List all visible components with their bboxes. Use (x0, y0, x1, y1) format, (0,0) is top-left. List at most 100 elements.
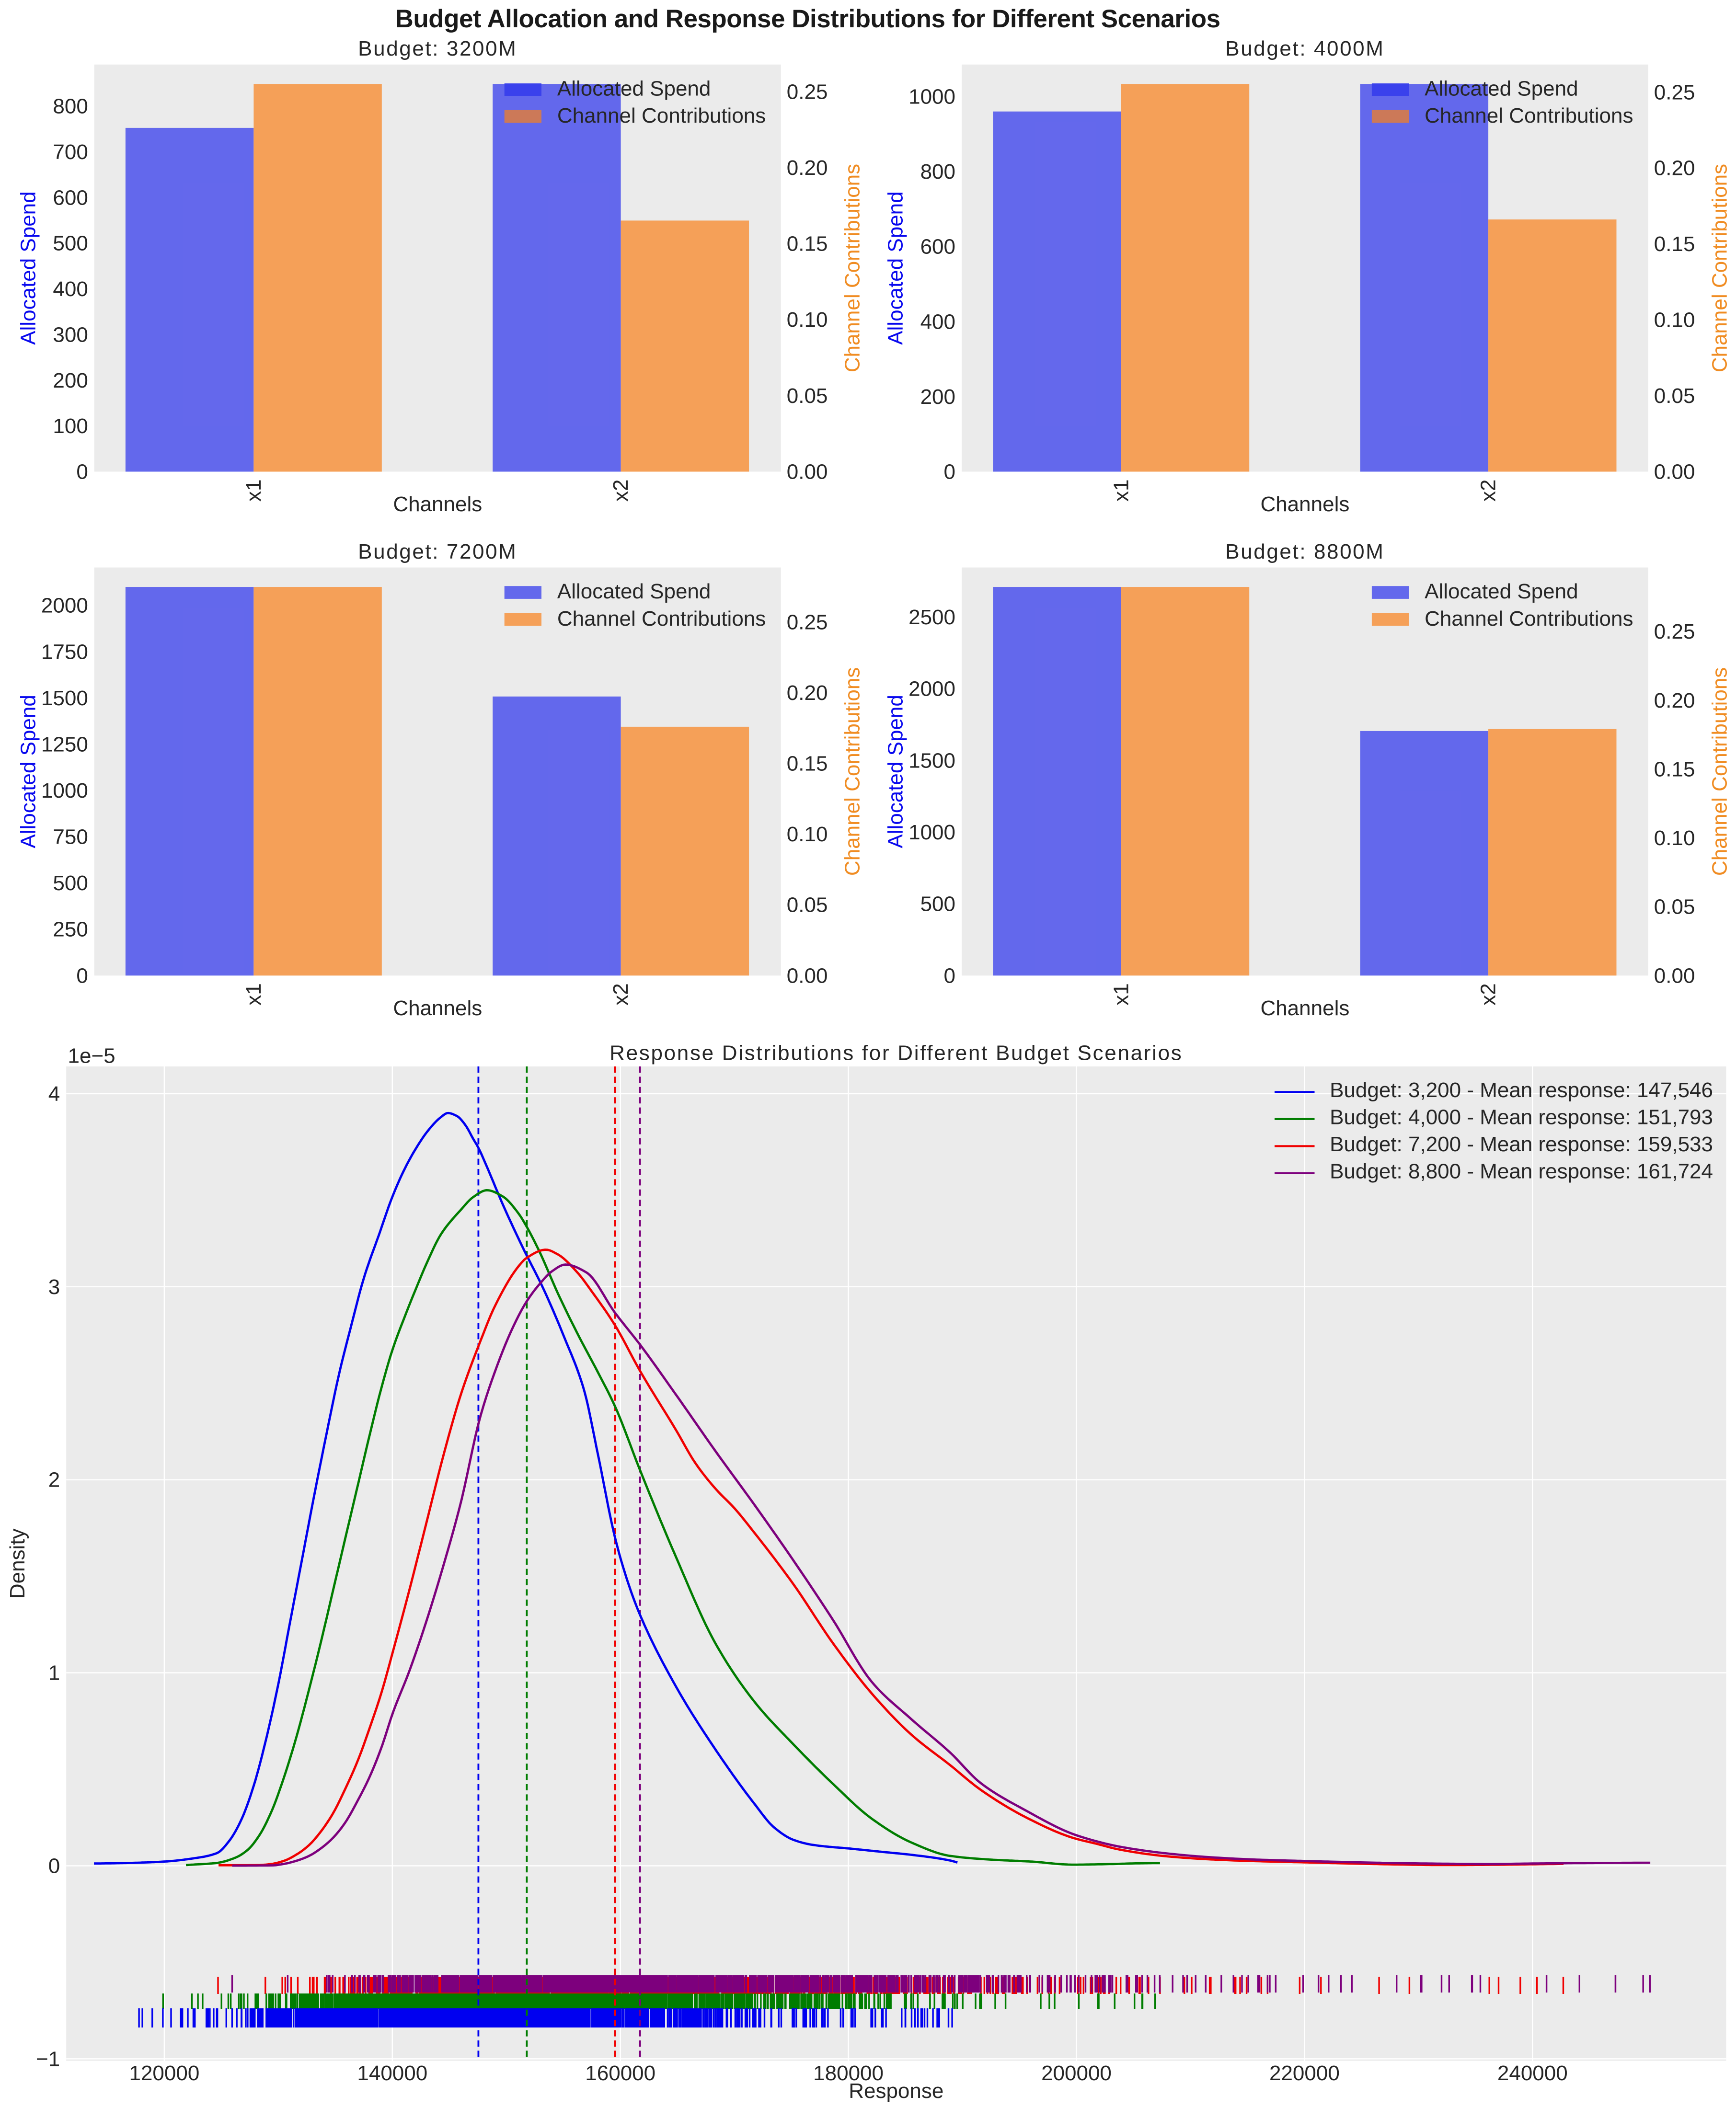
svg-text:2000: 2000 (41, 594, 88, 618)
svg-text:0.10: 0.10 (787, 823, 828, 846)
svg-text:1: 1 (48, 1661, 60, 1685)
svg-text:0: 0 (944, 964, 955, 987)
svg-text:800: 800 (53, 95, 88, 118)
svg-text:0.25: 0.25 (787, 611, 828, 634)
svg-text:1500: 1500 (41, 687, 88, 710)
svg-text:0: 0 (48, 1855, 60, 1878)
svg-text:Budget: 8,800 - Mean response:: Budget: 8,800 - Mean response: 161,724 (1330, 1160, 1713, 1183)
svg-text:1e−5: 1e−5 (68, 1044, 115, 1067)
svg-text:Budget Allocation and Response: Budget Allocation and Response Distribut… (395, 5, 1220, 33)
svg-text:Allocated Spend: Allocated Spend (884, 191, 908, 344)
svg-text:Budget: 8800M: Budget: 8800M (1225, 540, 1384, 563)
svg-text:0.05: 0.05 (787, 384, 828, 408)
svg-text:200: 200 (920, 385, 955, 409)
svg-text:2500: 2500 (908, 606, 955, 629)
svg-text:Channels: Channels (1260, 493, 1349, 516)
svg-text:200000: 200000 (1041, 2062, 1112, 2085)
svg-text:Response Distributions for Dif: Response Distributions for Different Bud… (609, 1042, 1183, 1065)
svg-text:0.20: 0.20 (1654, 689, 1695, 712)
svg-text:1250: 1250 (41, 733, 88, 756)
svg-text:x2: x2 (609, 480, 632, 502)
svg-text:1000: 1000 (908, 85, 955, 108)
svg-text:0.15: 0.15 (787, 232, 828, 256)
svg-text:750: 750 (53, 825, 88, 849)
svg-text:200: 200 (53, 369, 88, 392)
svg-text:Budget: 4000M: Budget: 4000M (1225, 37, 1384, 60)
svg-text:Channel Contributions: Channel Contributions (557, 607, 766, 630)
svg-text:0: 0 (76, 964, 88, 987)
svg-text:Channels: Channels (393, 997, 482, 1020)
svg-text:0.15: 0.15 (1654, 232, 1695, 256)
svg-text:600: 600 (53, 186, 88, 209)
svg-text:1750: 1750 (41, 640, 88, 664)
svg-text:300: 300 (53, 323, 88, 346)
svg-text:Budget: 3,200 - Mean response:: Budget: 3,200 - Mean response: 147,546 (1330, 1078, 1713, 1102)
svg-text:0.25: 0.25 (1654, 620, 1695, 643)
svg-text:Allocated Spend: Allocated Spend (17, 191, 40, 344)
svg-text:500: 500 (920, 893, 955, 916)
svg-text:x2: x2 (1477, 983, 1500, 1005)
svg-text:Budget: 7200M: Budget: 7200M (358, 540, 517, 563)
svg-text:Channel Contributions: Channel Contributions (1425, 104, 1633, 127)
svg-text:2: 2 (48, 1468, 60, 1492)
svg-text:0.00: 0.00 (787, 964, 828, 987)
svg-text:Channel Contributions: Channel Contributions (840, 164, 864, 372)
svg-text:Response: Response (849, 2079, 943, 2103)
svg-text:Channels: Channels (393, 493, 482, 516)
svg-text:Allocated Spend: Allocated Spend (557, 77, 711, 100)
svg-text:−1: −1 (36, 2047, 60, 2071)
svg-text:Channel Contributions: Channel Contributions (1708, 164, 1731, 372)
svg-text:Allocated Spend: Allocated Spend (1425, 77, 1578, 100)
svg-text:Budget: 3200M: Budget: 3200M (358, 37, 517, 60)
svg-text:700: 700 (53, 140, 88, 164)
svg-text:x1: x1 (242, 480, 265, 502)
svg-text:Channels: Channels (1260, 997, 1349, 1020)
svg-text:0.20: 0.20 (1654, 157, 1695, 180)
svg-text:0.25: 0.25 (1654, 80, 1695, 104)
svg-text:600: 600 (920, 235, 955, 259)
svg-text:Channel Contributions: Channel Contributions (1708, 667, 1731, 876)
svg-text:Budget: 7,200 - Mean response:: Budget: 7,200 - Mean response: 159,533 (1330, 1133, 1713, 1156)
svg-text:3: 3 (48, 1275, 60, 1299)
svg-text:1000: 1000 (908, 821, 955, 844)
svg-text:2000: 2000 (908, 677, 955, 701)
svg-text:Channel Contributions: Channel Contributions (1425, 607, 1633, 630)
svg-text:500: 500 (53, 232, 88, 255)
svg-text:x1: x1 (1109, 480, 1133, 502)
svg-text:x1: x1 (242, 983, 265, 1005)
svg-text:Allocated Spend: Allocated Spend (884, 695, 908, 848)
svg-text:Budget: 4,000 - Mean response:: Budget: 4,000 - Mean response: 151,793 (1330, 1106, 1713, 1129)
svg-text:0: 0 (76, 460, 88, 484)
svg-text:800: 800 (920, 160, 955, 183)
svg-text:250: 250 (53, 918, 88, 941)
svg-text:0.20: 0.20 (787, 681, 828, 705)
svg-text:Allocated Spend: Allocated Spend (557, 580, 711, 603)
svg-text:240000: 240000 (1497, 2062, 1568, 2085)
svg-text:x1: x1 (1109, 983, 1133, 1005)
svg-text:1500: 1500 (908, 749, 955, 772)
svg-text:140000: 140000 (357, 2062, 427, 2085)
svg-text:Allocated Spend: Allocated Spend (17, 695, 40, 848)
svg-text:1000: 1000 (41, 779, 88, 802)
svg-text:0.10: 0.10 (787, 308, 828, 332)
svg-text:0.25: 0.25 (787, 80, 828, 103)
svg-text:0.05: 0.05 (787, 893, 828, 917)
svg-text:500: 500 (53, 871, 88, 895)
svg-text:0.15: 0.15 (1654, 757, 1695, 781)
svg-text:180000: 180000 (813, 2062, 884, 2085)
svg-text:x2: x2 (609, 983, 632, 1005)
svg-text:Channel Contributions: Channel Contributions (840, 667, 864, 876)
svg-text:0.20: 0.20 (787, 156, 828, 180)
svg-text:0.05: 0.05 (1654, 895, 1695, 919)
svg-text:220000: 220000 (1269, 2062, 1340, 2085)
svg-text:Density: Density (6, 1528, 29, 1599)
svg-text:0: 0 (944, 460, 955, 484)
svg-text:0.15: 0.15 (787, 752, 828, 776)
svg-text:0.00: 0.00 (1654, 964, 1695, 987)
svg-text:400: 400 (53, 277, 88, 301)
svg-text:Channel Contributions: Channel Contributions (557, 104, 766, 127)
svg-text:x2: x2 (1477, 480, 1500, 502)
svg-text:0.10: 0.10 (1654, 309, 1695, 332)
svg-text:0.10: 0.10 (1654, 826, 1695, 850)
svg-text:0.05: 0.05 (1654, 384, 1695, 408)
